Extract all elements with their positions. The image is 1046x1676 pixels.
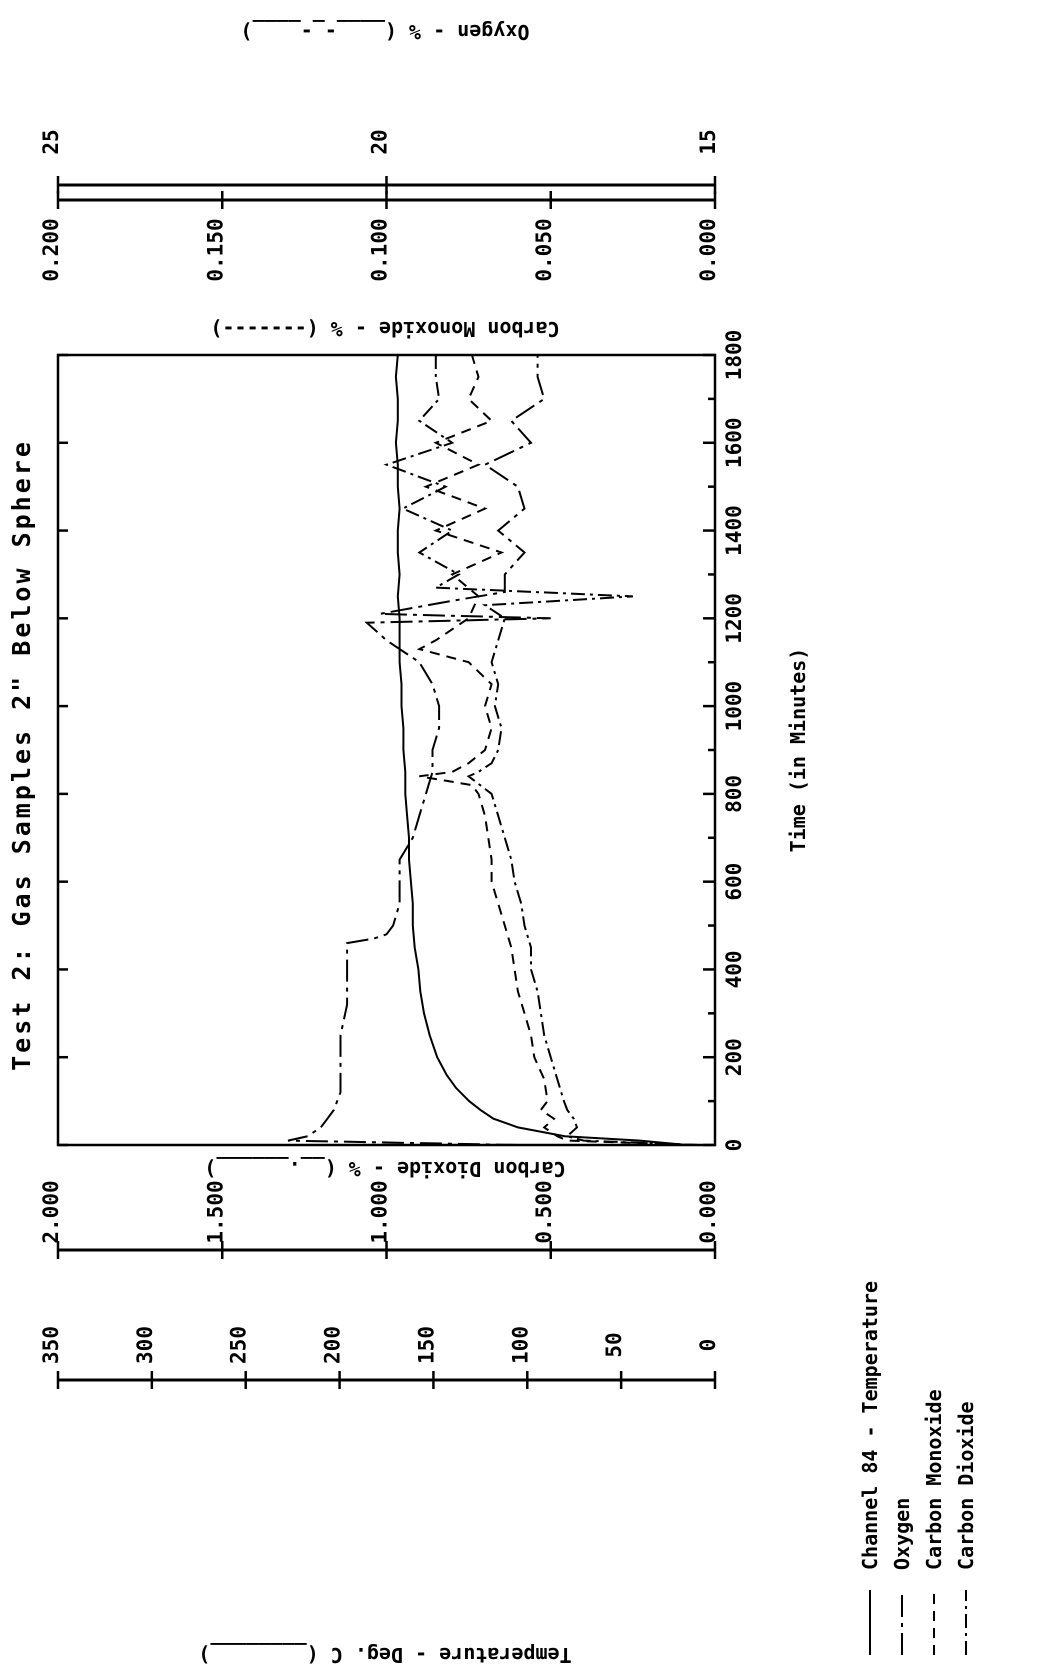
carbon-dioxide-tick-label: 0.500 [532, 1180, 556, 1243]
x-tick-label: 800 [722, 775, 746, 813]
temperature-tick-label: 0 [696, 1339, 720, 1352]
x-tick-label: 200 [722, 1038, 746, 1076]
carbon-dioxide-tick-label: 1.500 [203, 1180, 227, 1243]
carbon-dioxide-tick-label: 0.000 [696, 1180, 720, 1243]
x-tick-label: 1600 [722, 417, 746, 468]
x-tick-label: 1000 [722, 681, 746, 732]
oxygen-tick-label: 20 [368, 129, 392, 154]
temperature-tick-label: 300 [133, 1326, 157, 1364]
carbon-dioxide-tick-label: 1.000 [368, 1180, 392, 1243]
temperature-tick-label: 50 [602, 1332, 626, 1357]
carbon-monoxide-axis-title: Carbon Monoxide - % (-------) [210, 317, 559, 341]
temperature-tick-label: 250 [227, 1326, 251, 1364]
temperature-axis-title: Temperature - Deg. C (________) [198, 1643, 571, 1667]
x-tick-label: 600 [722, 863, 746, 901]
temperature-tick-label: 150 [414, 1326, 438, 1364]
chart-title: Test 2: Gas Samples 2" Below Sphere [7, 439, 36, 1071]
oxygen-tick-label: 15 [696, 129, 720, 154]
carbon-monoxide-tick-label: 0.000 [696, 218, 720, 281]
temperature-tick-label: 200 [321, 1326, 345, 1364]
x-tick-label: 1800 [722, 330, 746, 381]
carbon-monoxide-tick-label: 0.050 [532, 218, 556, 281]
temperature-tick-label: 100 [508, 1326, 532, 1364]
legend-label-0: Channel 84 - Temperature [858, 1281, 882, 1570]
carbon-dioxide-axis-title: Carbon Dioxide - % (__.______) [204, 1157, 565, 1181]
x-axis-title: Time (in Minutes) [786, 648, 810, 853]
legend-label-3: Carbon Dioxide [954, 1401, 978, 1570]
legend-label-2: Carbon Monoxide [922, 1389, 946, 1570]
carbon-monoxide-tick-label: 0.200 [39, 218, 63, 281]
series-line-carbon-monoxide [416, 354, 699, 1146]
carbon-monoxide-tick-label: 0.150 [203, 218, 227, 281]
oxygen-tick-label: 25 [39, 129, 63, 154]
x-tick-label: 0 [722, 1139, 746, 1152]
temperature-tick-label: 350 [39, 1326, 63, 1364]
legend-label-1: Oxygen [890, 1498, 914, 1570]
series-line-channel-84-temperature [394, 354, 687, 1146]
x-tick-label: 1400 [722, 505, 746, 556]
x-tick-label: 1200 [722, 593, 746, 644]
oxygen-axis-title: Oxygen - % (____-_-____) [241, 20, 530, 44]
x-tick-label: 400 [722, 950, 746, 988]
carbon-monoxide-tick-label: 0.100 [368, 218, 392, 281]
carbon-dioxide-tick-label: 2.000 [39, 1180, 63, 1243]
